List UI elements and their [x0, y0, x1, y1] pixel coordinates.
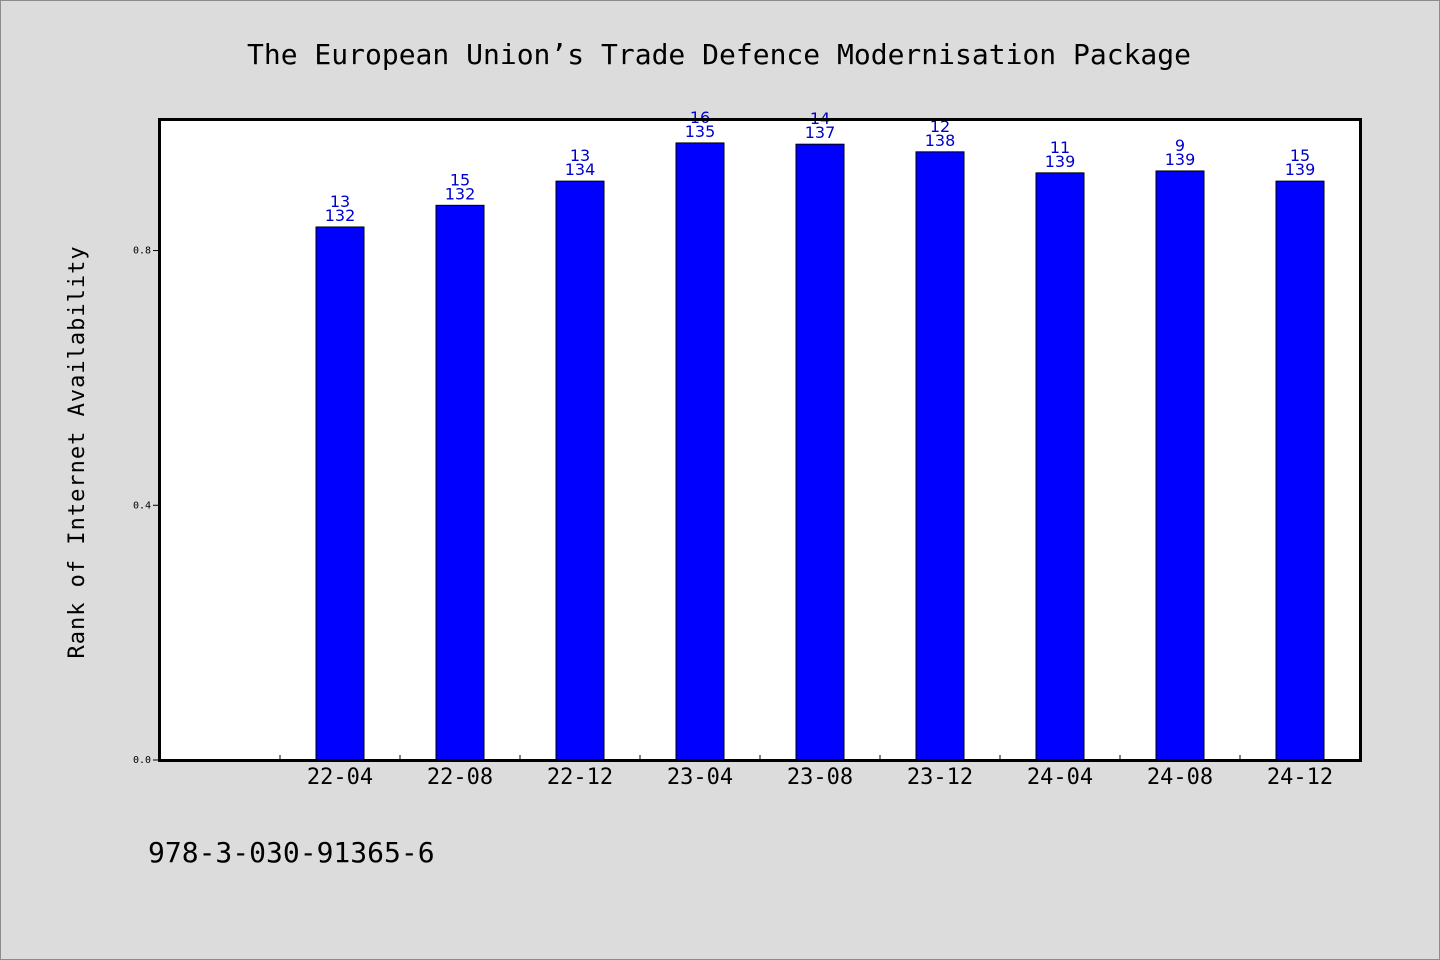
x-tick-label: 22-04 [307, 765, 373, 790]
data-label-bottom: 134 [565, 160, 596, 179]
data-label-top: 13 [570, 146, 590, 165]
data-label-bottom: 135 [685, 122, 716, 141]
plot-border [158, 118, 1362, 762]
x-tick-label: 23-12 [907, 765, 973, 790]
bar [795, 143, 845, 761]
y-tick-label: 0.4 [133, 500, 151, 511]
data-label-top: 15 [1290, 146, 1310, 165]
data-label-bottom: 139 [1165, 150, 1196, 169]
bar [315, 226, 365, 761]
data-label-bottom: 132 [445, 184, 476, 203]
chart-title: The European Union’s Trade Defence Moder… [247, 38, 1191, 71]
x-tick-label: 24-12 [1267, 765, 1333, 790]
data-label-top: 13 [330, 192, 350, 211]
data-label-bottom: 139 [1045, 152, 1076, 171]
data-label-top: 12 [930, 117, 950, 136]
bar [1035, 172, 1085, 761]
data-label-top: 16 [690, 108, 710, 127]
data-label-top: 11 [1050, 138, 1070, 157]
data-label-bottom: 139 [1285, 160, 1316, 179]
data-label-top: 9 [1175, 136, 1185, 155]
x-tick-label: 24-04 [1027, 765, 1093, 790]
x-tick-label: 23-08 [787, 765, 853, 790]
data-label-bottom: 137 [805, 123, 836, 142]
bar [675, 142, 725, 761]
x-tick-label: 22-08 [427, 765, 493, 790]
y-axis-label: Rank of Internet Availability [65, 245, 90, 658]
data-label-bottom: 138 [925, 131, 956, 150]
isbn-label: 978-3-030-91365-6 [148, 836, 435, 869]
x-tick-label: 24-08 [1147, 765, 1213, 790]
y-tick-label: 0.0 [133, 755, 151, 766]
y-tick-label: 0.8 [133, 246, 151, 257]
data-label-top: 15 [450, 170, 470, 189]
x-tick-label: 22-12 [547, 765, 613, 790]
bar [1275, 180, 1325, 761]
x-tick-label: 23-04 [667, 765, 733, 790]
data-label-bottom: 132 [325, 206, 356, 225]
bar [1155, 170, 1205, 761]
bar [435, 204, 485, 761]
bar [915, 151, 965, 761]
bar [555, 180, 605, 761]
